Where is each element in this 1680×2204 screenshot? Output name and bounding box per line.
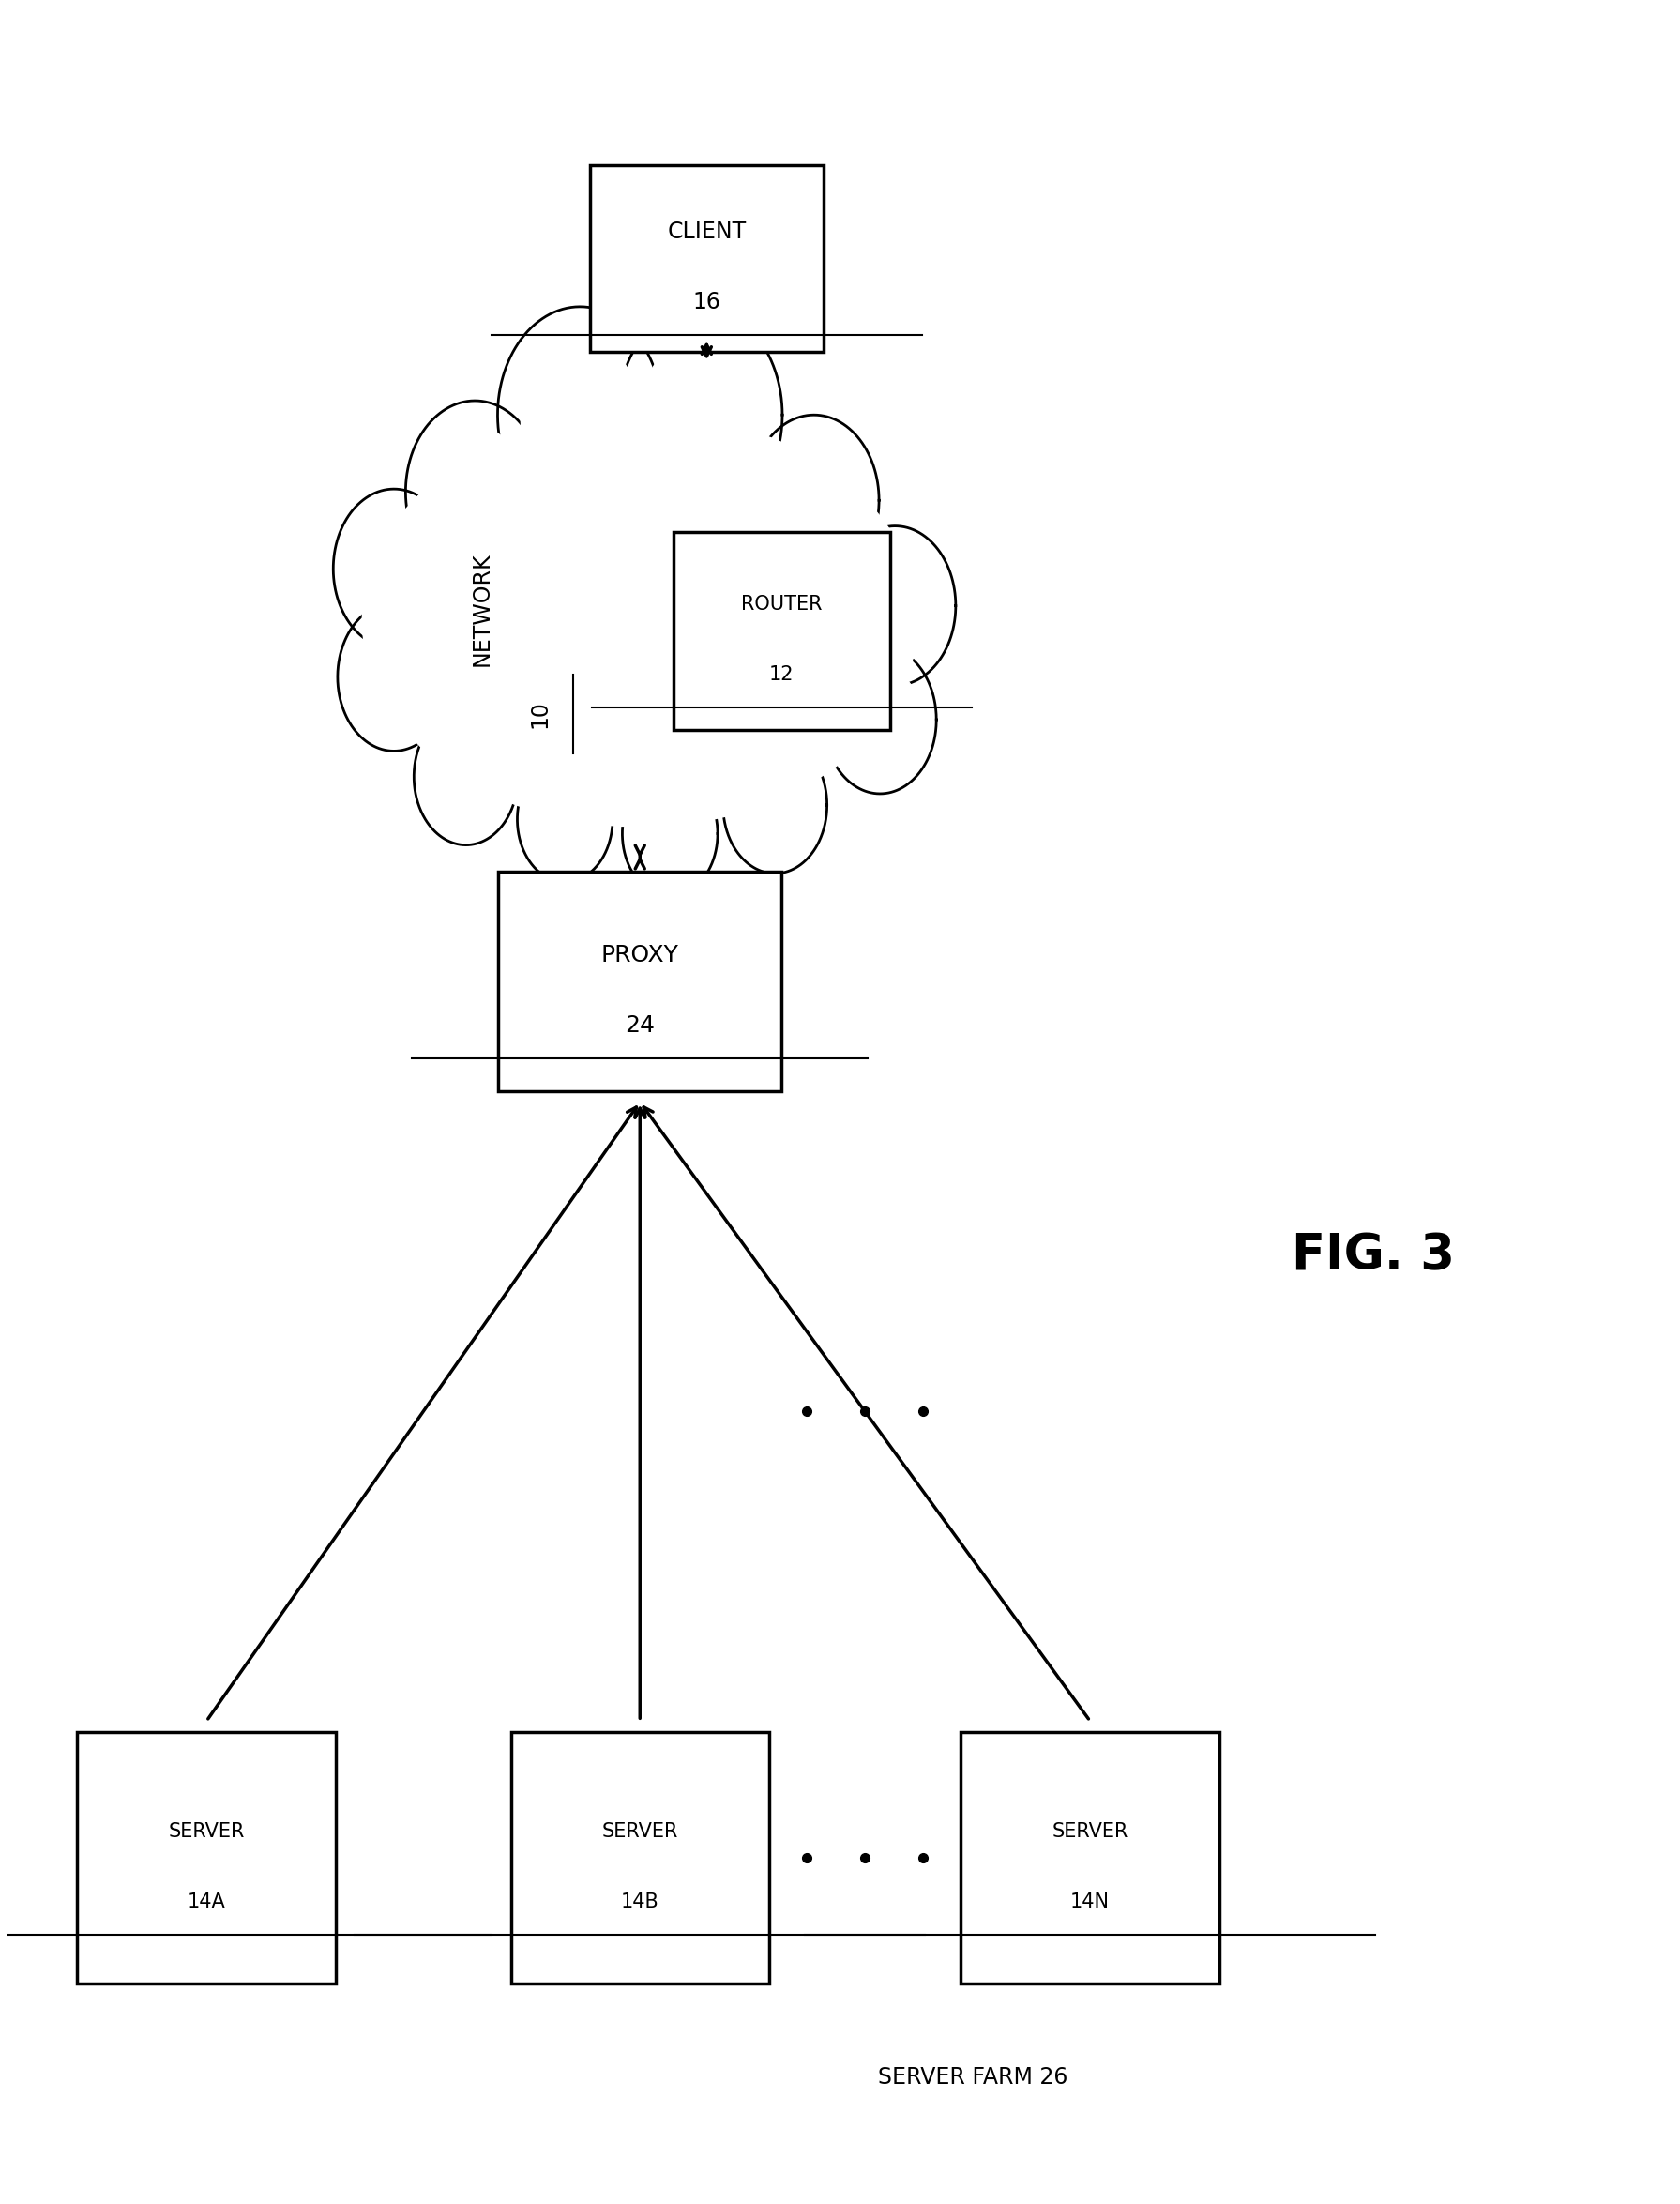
Circle shape [640,337,759,494]
Text: ROUTER: ROUTER [741,595,822,615]
Circle shape [768,439,860,562]
Circle shape [852,549,939,663]
Circle shape [749,414,879,586]
Circle shape [405,401,544,584]
Bar [674,533,890,730]
Circle shape [353,624,435,730]
Circle shape [635,789,704,879]
Text: CLIENT: CLIENT [667,220,746,242]
Text: 16: 16 [692,291,721,313]
Circle shape [333,489,455,648]
Circle shape [618,306,783,522]
Ellipse shape [363,414,917,826]
Bar [511,1732,769,1984]
Text: SERVER FARM 26: SERVER FARM 26 [879,2065,1068,2087]
Circle shape [517,756,613,882]
Circle shape [428,727,504,826]
Circle shape [413,707,517,844]
Text: SERVER: SERVER [168,1823,245,1840]
Circle shape [835,527,956,685]
Bar [590,165,823,353]
Text: 14N: 14N [1070,1893,1110,1911]
Circle shape [349,511,437,626]
Circle shape [425,425,524,558]
Text: 12: 12 [769,666,795,683]
Circle shape [823,646,936,793]
Text: SERVER: SERVER [1052,1823,1129,1840]
Text: 14A: 14A [188,1893,225,1911]
Text: NETWORK: NETWORK [470,551,492,666]
Text: SERVER: SERVER [601,1823,679,1840]
Text: FIG. 3: FIG. 3 [1292,1232,1455,1281]
Bar [77,1732,336,1984]
Circle shape [521,337,640,494]
Circle shape [622,771,717,897]
Circle shape [738,756,813,855]
Text: PROXY: PROXY [601,943,679,968]
Bar [961,1732,1220,1984]
Circle shape [497,306,662,522]
Ellipse shape [324,377,954,862]
Circle shape [722,736,827,873]
Circle shape [531,774,600,864]
Circle shape [840,666,921,774]
Circle shape [338,604,450,752]
Text: 10: 10 [529,701,551,727]
Bar [499,873,781,1091]
Text: 14B: 14B [622,1893,659,1911]
Text: 24: 24 [625,1014,655,1036]
